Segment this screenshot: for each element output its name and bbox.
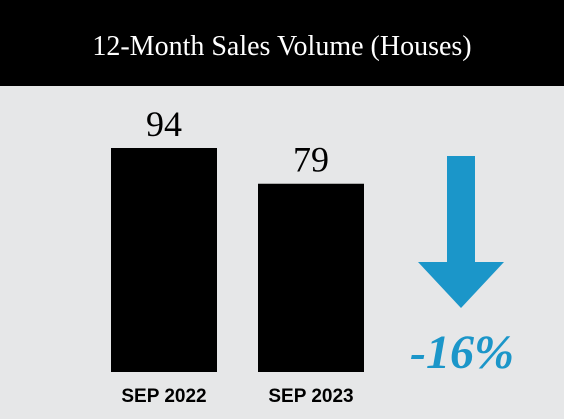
x-tick-label: SEP 2023 bbox=[268, 386, 353, 407]
change-annotation: -16% bbox=[410, 326, 514, 379]
title-bar bbox=[0, 0, 564, 86]
value-label: 94 bbox=[146, 104, 182, 144]
bar bbox=[258, 183, 364, 372]
down-arrow bbox=[418, 156, 504, 308]
chart-title: 12-Month Sales Volume (Houses) bbox=[92, 31, 471, 62]
x-tick-label: SEP 2022 bbox=[121, 386, 206, 407]
value-label: 79 bbox=[293, 140, 329, 180]
bar bbox=[111, 148, 217, 372]
arrow-shaft bbox=[447, 156, 475, 266]
arrow-head bbox=[418, 262, 504, 308]
